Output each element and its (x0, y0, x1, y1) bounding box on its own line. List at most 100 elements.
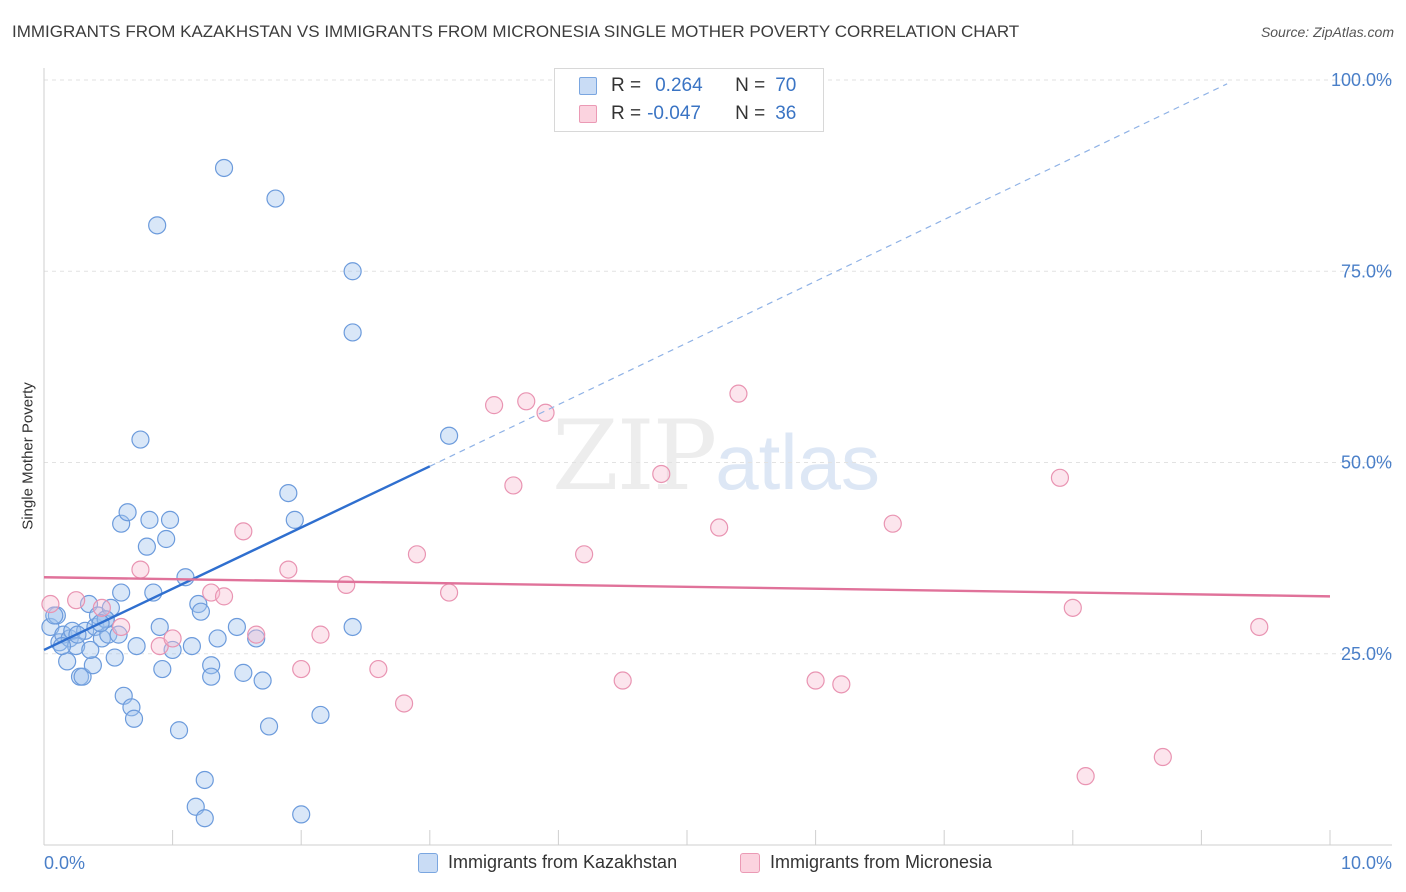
y-tick-labels: 25.0% 50.0% 75.0% 100.0% (1331, 70, 1392, 664)
y-axis-label: Single Mother Poverty (19, 382, 37, 530)
data-point-kazakhstan (214, 158, 234, 178)
data-point-micronesia (729, 384, 748, 403)
data-point-kazakhstan (73, 667, 92, 686)
series-legend-kazakhstan: Immigrants from Kazakhstan (418, 852, 677, 873)
data-point-micronesia (517, 392, 536, 411)
y-tick-label: 100.0% (1331, 70, 1392, 90)
data-point-micronesia (337, 575, 356, 595)
data-point-micronesia (214, 587, 234, 606)
data-point-kazakhstan (124, 709, 144, 728)
legend-row-micronesia: R = -0.047 N = 36 (579, 103, 796, 125)
data-point-micronesia (247, 625, 266, 644)
data-point-kazakhstan (208, 629, 227, 648)
data-point-micronesia (407, 545, 427, 564)
y-tick-label: 75.0% (1341, 261, 1392, 281)
data-point-kazakhstan (137, 537, 156, 556)
legend-n-value-kazakhstan: 70 (775, 75, 797, 96)
data-point-kazakhstan (285, 510, 304, 529)
data-point-kazakhstan (227, 617, 246, 637)
data-point-micronesia (806, 671, 825, 690)
series-micronesia-points (41, 384, 1269, 786)
data-point-kazakhstan (118, 503, 137, 522)
data-point-kazakhstan (157, 529, 176, 549)
y-tick-label: 25.0% (1341, 644, 1392, 664)
data-point-micronesia (485, 396, 504, 415)
data-point-micronesia (311, 625, 330, 644)
axes (43, 68, 1392, 846)
data-point-micronesia (536, 403, 555, 422)
legend-r-value-kazakhstan: 0.264 (655, 75, 703, 96)
data-point-kazakhstan (182, 636, 201, 656)
data-point-kazakhstan (160, 510, 180, 529)
data-point-kazakhstan (343, 262, 362, 281)
data-point-kazakhstan (191, 602, 210, 621)
trend-lines (43, 83, 1331, 652)
legend-r-label: R = (611, 103, 642, 124)
data-point-micronesia (131, 560, 150, 579)
correlation-legend: R = 0.264 N = 70 R = -0.047 N = 36 (554, 68, 824, 132)
data-point-micronesia (369, 659, 388, 679)
data-point-micronesia (1063, 598, 1082, 617)
legend-r-value-micronesia: -0.047 (647, 103, 701, 124)
trend-line-micronesia (43, 576, 1331, 598)
legend-swatch-micronesia (579, 105, 597, 123)
series-legend-micronesia: Immigrants from Micronesia (740, 852, 992, 873)
data-point-kazakhstan (311, 705, 330, 725)
data-point-kazakhstan (153, 659, 172, 679)
data-point-kazakhstan (266, 189, 285, 208)
data-point-micronesia (163, 629, 182, 648)
data-point-kazakhstan (234, 663, 253, 682)
legend-swatch-kazakhstan (579, 77, 597, 95)
data-point-kazakhstan (83, 656, 102, 675)
data-point-micronesia (234, 522, 253, 541)
data-point-kazakhstan (140, 510, 159, 529)
data-point-kazakhstan (439, 426, 459, 445)
data-point-kazakhstan (247, 629, 266, 648)
series-legend-swatch-micronesia (740, 852, 760, 873)
data-point-kazakhstan (58, 652, 77, 671)
data-point-kazakhstan (122, 698, 141, 717)
data-point-kazakhstan (127, 636, 146, 656)
x-tick-labels: 0.0% 10.0% (44, 853, 1392, 873)
source-label: Source: ZipAtlas.com (1260, 24, 1394, 40)
data-point-kazakhstan (131, 430, 150, 449)
data-point-micronesia (67, 591, 86, 610)
data-point-kazakhstan (202, 667, 221, 686)
data-point-micronesia (1153, 747, 1172, 767)
data-point-kazakhstan (343, 617, 362, 637)
data-point-micronesia (1050, 468, 1070, 487)
data-point-micronesia (92, 598, 111, 617)
x-tick-label: 10.0% (1341, 853, 1392, 873)
data-point-kazakhstan (112, 514, 131, 533)
data-point-micronesia (832, 675, 851, 694)
data-point-kazakhstan (169, 721, 189, 740)
legend-n-label: N = (735, 75, 766, 96)
data-point-micronesia (1076, 767, 1095, 786)
trend-line-kazakhstan-extrapolated (429, 83, 1228, 467)
data-point-micronesia (710, 518, 729, 537)
data-point-micronesia (1250, 617, 1269, 637)
data-point-micronesia (504, 476, 523, 495)
data-point-kazakhstan (195, 770, 214, 790)
legend-n-value-micronesia: 36 (775, 103, 797, 124)
trend-line-kazakhstan (43, 465, 431, 652)
data-point-kazakhstan (195, 809, 214, 828)
data-point-kazakhstan (253, 671, 272, 690)
data-point-kazakhstan (343, 323, 362, 342)
data-point-kazakhstan (292, 805, 311, 824)
data-point-kazakhstan (45, 606, 64, 625)
series-legend-swatch-kazakhstan (418, 852, 438, 873)
data-point-micronesia (112, 617, 131, 637)
data-point-micronesia (575, 545, 594, 564)
watermark-zip: ZIP (552, 400, 717, 512)
data-point-kazakhstan (279, 484, 298, 503)
data-point-kazakhstan (67, 636, 86, 656)
chart-title: IMMIGRANTS FROM KAZAKHSTAN VS IMMIGRANTS… (12, 22, 1020, 41)
grid-lines (44, 79, 1392, 655)
data-point-micronesia (652, 464, 671, 484)
data-point-micronesia (41, 594, 60, 614)
data-point-micronesia (292, 659, 311, 679)
data-point-micronesia (613, 671, 632, 690)
data-point-micronesia (439, 583, 459, 602)
